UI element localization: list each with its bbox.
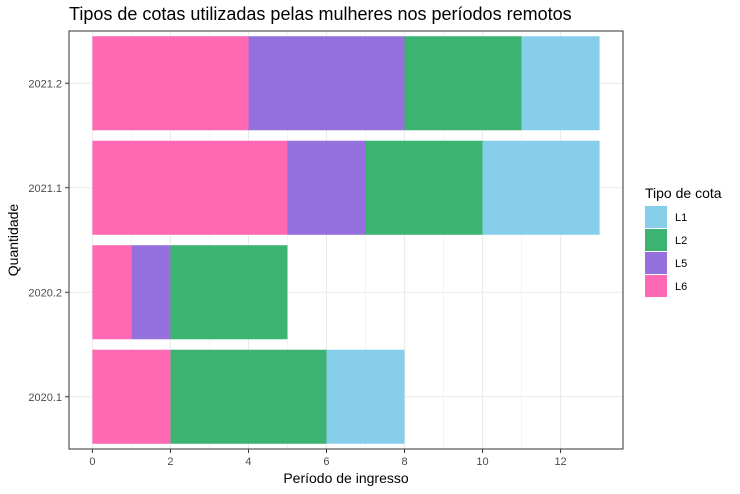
bar-l5-2021-2	[248, 36, 405, 131]
legend-swatch-l1	[645, 206, 667, 228]
legend-title: Tipo de cota	[645, 185, 722, 201]
legend-label-l6: L6	[675, 281, 687, 293]
x-tick-label: 2	[167, 456, 173, 468]
bar-l2-2020-2	[170, 245, 288, 340]
y-axis: 2020.1 2020.2 2021.1 2021.2	[28, 78, 69, 404]
bar-l6-2021-1	[92, 140, 288, 235]
bar-l5-2020-2	[131, 245, 171, 340]
legend-label-l2: L2	[675, 235, 687, 247]
y-axis-title: Quantidade	[5, 204, 21, 277]
bar-l6-2021-2	[92, 36, 249, 131]
x-tick-label: 6	[323, 456, 329, 468]
x-tick-label: 10	[476, 456, 488, 468]
bar-l1-2021-1	[482, 140, 600, 235]
y-tick-label: 2020.2	[28, 287, 62, 299]
plot-panel	[68, 30, 624, 450]
legend-swatch-l2	[645, 229, 667, 251]
chart-title: Tipos de cotas utilizadas pelas mulheres…	[69, 4, 572, 24]
x-axis-title: Período de ingresso	[283, 470, 409, 486]
legend-label-l1: L1	[675, 212, 687, 224]
y-tick-label: 2021.2	[28, 78, 62, 90]
legend: Tipo de cota L1 L2 L5 L6	[645, 185, 722, 297]
bar-l2-2021-1	[365, 140, 483, 235]
bar-l6-2020-1	[92, 349, 171, 444]
legend-label-l5: L5	[675, 258, 687, 270]
x-tick-label: 4	[245, 456, 251, 468]
y-tick-label: 2021.1	[28, 183, 62, 195]
bars	[92, 36, 600, 444]
bar-l1-2020-1	[326, 349, 405, 444]
legend-swatch-l5	[645, 252, 667, 274]
x-tick-label: 12	[554, 456, 566, 468]
x-axis: 0 2 4 6 8 10 12	[89, 449, 567, 468]
bar-l6-2020-2	[92, 245, 132, 340]
bar-l1-2021-2	[521, 36, 600, 131]
legend-swatch-l6	[645, 275, 667, 297]
x-tick-label: 0	[89, 456, 95, 468]
x-tick-label: 8	[401, 456, 407, 468]
bar-l2-2021-2	[404, 36, 522, 131]
y-tick-label: 2020.1	[28, 392, 62, 404]
bar-l5-2021-1	[287, 140, 366, 235]
bar-l2-2020-1	[170, 349, 327, 444]
